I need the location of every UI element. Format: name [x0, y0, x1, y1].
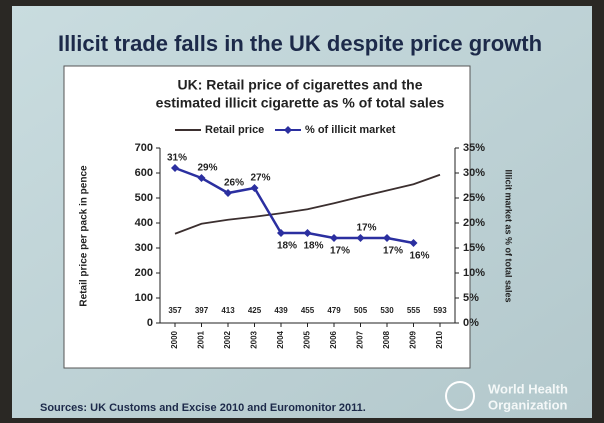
- slide-photo: Illicit trade falls in the UK despite pr…: [0, 0, 604, 423]
- x-tick-label: 2009: [409, 330, 418, 348]
- data-label: 397: [195, 306, 209, 315]
- chart-title: estimated illicit cigarette as % of tota…: [156, 95, 445, 111]
- y-tick-label: 600: [135, 167, 153, 179]
- data-label: 17%: [356, 223, 376, 234]
- logo-text: Organization: [488, 397, 568, 412]
- data-label: 555: [407, 306, 421, 315]
- x-tick-label: 2003: [250, 330, 259, 348]
- x-tick-label: 2010: [435, 330, 444, 348]
- y2-tick-label: 5%: [463, 292, 479, 304]
- y-axis-label: Retail price per pack in pence: [79, 165, 90, 307]
- chart-title: UK: Retail price of cigarettes and the: [177, 77, 422, 93]
- data-label: 17%: [383, 246, 403, 257]
- x-tick-label: 2005: [303, 330, 312, 348]
- x-tick-label: 2002: [223, 330, 232, 348]
- data-label: 439: [274, 306, 288, 315]
- y2-tick-label: 20%: [463, 217, 485, 229]
- source-note: Sources: UK Customs and Excise 2010 and …: [40, 402, 366, 414]
- data-label: 455: [301, 306, 315, 315]
- data-label: 26%: [224, 178, 244, 189]
- data-label: 17%: [330, 246, 350, 257]
- data-label: 31%: [167, 153, 187, 164]
- y2-axis-label: Illicit market as % of total sales: [504, 169, 514, 302]
- y-tick-label: 100: [135, 292, 153, 304]
- logo-text: World Health: [488, 381, 568, 396]
- y-tick-label: 200: [135, 267, 153, 279]
- y2-tick-label: 0%: [463, 317, 479, 329]
- y-tick-label: 400: [135, 217, 153, 229]
- data-label: 530: [380, 306, 394, 315]
- x-tick-label: 2008: [382, 330, 391, 348]
- y-tick-label: 0: [147, 317, 153, 329]
- data-label: 413: [221, 306, 235, 315]
- x-tick-label: 2004: [276, 330, 285, 348]
- x-tick-label: 2007: [356, 330, 365, 348]
- data-label: 29%: [197, 163, 217, 174]
- data-label: 16%: [409, 251, 429, 262]
- y2-tick-label: 30%: [463, 167, 485, 179]
- y2-tick-label: 15%: [463, 242, 485, 254]
- y-tick-label: 300: [135, 242, 153, 254]
- x-tick-label: 2000: [170, 330, 179, 348]
- legend-label: Retail price: [205, 124, 264, 136]
- y-tick-label: 700: [135, 142, 153, 154]
- data-label: 27%: [250, 173, 270, 184]
- data-label: 505: [354, 306, 368, 315]
- x-tick-label: 2001: [197, 330, 206, 348]
- data-label: 593: [433, 306, 447, 315]
- data-label: 425: [248, 306, 262, 315]
- y2-tick-label: 10%: [463, 267, 485, 279]
- y2-tick-label: 35%: [463, 142, 485, 154]
- y2-tick-label: 25%: [463, 192, 485, 204]
- slide-title: Illicit trade falls in the UK despite pr…: [58, 31, 542, 56]
- data-label: 18%: [303, 241, 323, 252]
- data-label: 479: [327, 306, 341, 315]
- y-tick-label: 500: [135, 192, 153, 204]
- data-label: 357: [168, 306, 182, 315]
- x-tick-label: 2006: [329, 330, 338, 348]
- legend-label: % of illicit market: [305, 124, 396, 136]
- data-label: 18%: [277, 241, 297, 252]
